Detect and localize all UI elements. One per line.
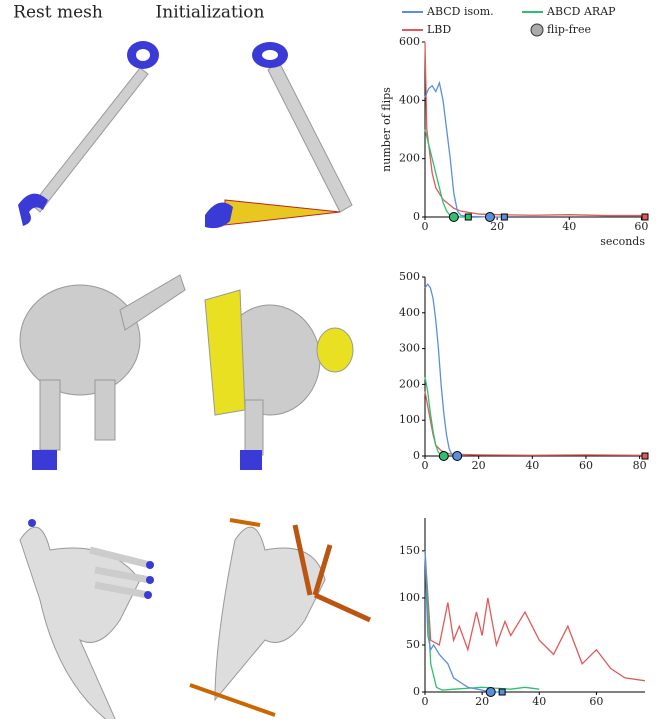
flip-free-marker xyxy=(486,688,495,697)
series-line xyxy=(425,42,641,216)
x-tick-label: 80 xyxy=(633,459,647,472)
series-line xyxy=(425,284,457,456)
x-tick-label: 20 xyxy=(490,220,504,233)
x-tick-label: 60 xyxy=(589,695,603,708)
y-tick-label: 300 xyxy=(399,342,420,355)
mesh-wrench-rest xyxy=(18,41,159,226)
x-axis-label: seconds xyxy=(600,235,645,248)
y-tick-label: 200 xyxy=(399,377,420,390)
legend-label: LBD xyxy=(427,23,451,36)
x-tick-label: 60 xyxy=(634,220,648,233)
inset-marker xyxy=(499,689,505,695)
y-tick-label: 0 xyxy=(413,210,420,223)
flip-free-marker xyxy=(453,452,462,461)
inset-marker xyxy=(642,453,648,459)
y-tick-label: 400 xyxy=(399,93,420,106)
legend-label: ABCD isom. xyxy=(426,5,494,18)
mesh-armadillo-init xyxy=(205,290,353,470)
legend-label: flip-free xyxy=(547,23,591,36)
x-tick-label: 20 xyxy=(472,459,486,472)
series-line xyxy=(425,551,645,681)
series-line xyxy=(425,83,504,217)
flip-free-marker xyxy=(439,452,448,461)
figure: Rest mesh Initialization xyxy=(0,0,667,719)
series-line xyxy=(425,130,468,218)
x-tick-label: 40 xyxy=(525,459,539,472)
x-tick-label: 40 xyxy=(562,220,576,233)
x-tick-label: 0 xyxy=(422,459,429,472)
legend-label: ABCD ARAP xyxy=(546,5,616,18)
flip-free-marker xyxy=(485,213,494,222)
legend-marker xyxy=(531,24,543,36)
flip-free-marker xyxy=(449,213,458,222)
mesh-armadillo-rest xyxy=(20,275,185,470)
x-tick-label: 0 xyxy=(422,695,429,708)
x-tick-label: 60 xyxy=(579,459,593,472)
y-tick-label: 500 xyxy=(399,270,420,283)
column-header: Initialization xyxy=(156,3,265,23)
inset-marker xyxy=(465,214,471,220)
mesh-dino-init xyxy=(190,520,370,715)
y-tick-label: 100 xyxy=(399,591,420,604)
y-tick-label: 50 xyxy=(406,638,420,651)
y-tick-label: 100 xyxy=(399,413,420,426)
y-tick-label: 600 xyxy=(399,35,420,48)
mesh-dino-rest xyxy=(20,519,154,719)
x-tick-label: 40 xyxy=(532,695,546,708)
column-header: Rest mesh xyxy=(13,3,103,23)
series-line xyxy=(425,392,645,456)
y-tick-label: 400 xyxy=(399,306,420,319)
y-axis-label: number of flips xyxy=(380,87,393,172)
y-tick-label: 0 xyxy=(413,449,420,462)
x-tick-label: 0 xyxy=(422,220,429,233)
y-tick-label: 200 xyxy=(399,152,420,165)
series-line xyxy=(425,551,502,692)
x-tick-label: 20 xyxy=(475,695,489,708)
inset-marker xyxy=(642,214,648,220)
mesh-wrench-init xyxy=(205,42,352,228)
y-tick-label: 0 xyxy=(413,685,420,698)
y-tick-label: 150 xyxy=(399,544,420,557)
inset-marker xyxy=(501,214,507,220)
series-line xyxy=(425,551,539,690)
